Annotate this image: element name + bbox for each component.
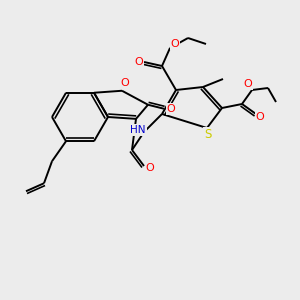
- Text: O: O: [135, 57, 143, 67]
- Text: O: O: [146, 163, 154, 173]
- Text: O: O: [171, 39, 179, 49]
- Text: O: O: [121, 78, 129, 88]
- Text: S: S: [204, 128, 212, 142]
- Text: O: O: [167, 104, 176, 114]
- Text: HN: HN: [130, 125, 146, 135]
- Text: O: O: [256, 112, 264, 122]
- Text: O: O: [244, 79, 252, 89]
